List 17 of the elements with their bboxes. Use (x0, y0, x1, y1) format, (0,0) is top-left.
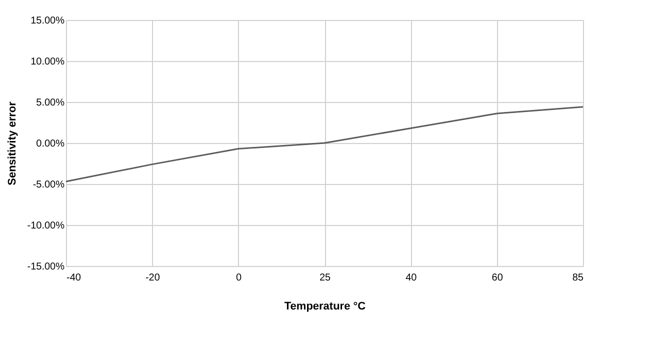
x-tick-label: -40 (66, 272, 82, 284)
x-tick-label: 85 (572, 272, 584, 284)
y-tick-label: -10.00% (27, 220, 65, 232)
x-tick-label: 40 (406, 272, 418, 284)
y-tick-label: -5.00% (32, 180, 65, 190)
y-tick-label: 0.00% (36, 138, 65, 150)
y-tick-label: -15.00% (27, 262, 65, 272)
line-series (65, 106, 584, 182)
y-tick-label: 15.00% (30, 16, 65, 26)
x-tick-label: -20 (145, 272, 160, 284)
x-tick-label: 0 (236, 272, 242, 284)
y-tick-label: 5.00% (36, 98, 65, 108)
x-axis-title: Temperature °C (284, 300, 366, 312)
y-tick-label: 10.00% (30, 56, 65, 68)
y-axis-title: Sensitivity error (6, 100, 18, 186)
x-tick-label: 60 (492, 272, 504, 284)
x-tick-label: 25 (319, 272, 331, 284)
